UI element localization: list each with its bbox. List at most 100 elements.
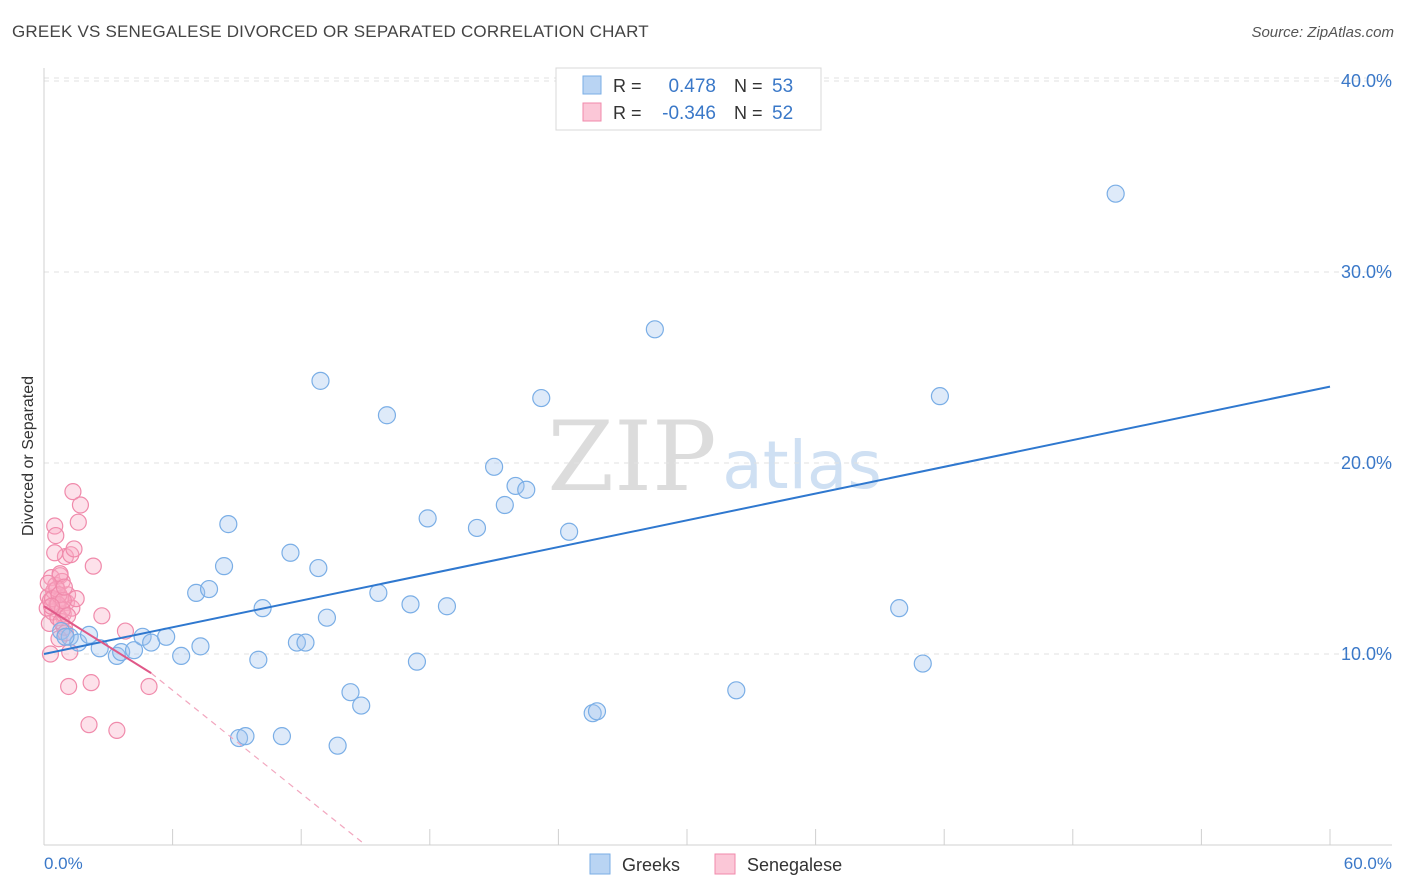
greeks-point-40 — [506, 476, 525, 496]
bottom-legend-senegalese-swatch — [714, 853, 736, 875]
senegalese-point-24 — [64, 483, 82, 501]
x-ticks — [43, 829, 1331, 845]
y-axis-label: Divorced or Separated — [20, 376, 37, 536]
legend-senegalese-r-label: R = — [613, 103, 642, 123]
greeks-point-14 — [199, 579, 219, 599]
greeks-point-51 — [1106, 184, 1125, 203]
greeks-point-49 — [913, 654, 932, 673]
senegalese-points — [38, 483, 158, 740]
correlation-legend: R = 0.478 N = 53 R = -0.346 N = 52 — [555, 67, 822, 131]
x-tick-label-max: 60.0% — [1344, 854, 1392, 873]
greeks-point-46 — [645, 320, 664, 339]
senegalese-point-51 — [42, 597, 61, 615]
bottom-legend-greeks-label: Greeks — [622, 855, 680, 875]
senegalese-point-50 — [39, 574, 57, 592]
gridlines — [44, 77, 1392, 655]
bottom-legend-greeks-swatch — [589, 853, 611, 875]
greeks-point-50 — [930, 387, 950, 406]
greeks-point-32 — [377, 406, 397, 425]
senegalese-point-30 — [82, 674, 100, 692]
senegalese-point-33 — [108, 721, 126, 740]
greeks-point-36 — [437, 597, 457, 616]
greeks-point-45 — [587, 702, 607, 721]
legend-senegalese-n-label: N = — [734, 103, 763, 123]
senegalese-point-20 — [60, 677, 78, 696]
legend-greeks-n-label: N = — [734, 76, 763, 96]
greeks-point-21 — [272, 727, 292, 746]
greeks-point-22 — [281, 543, 300, 562]
greeks-point-27 — [317, 608, 337, 627]
senegalese-point-32 — [93, 607, 111, 625]
greeks-point-41 — [517, 480, 536, 499]
chart-title: GREEK VS SENEGALESE DIVORCED OR SEPARATE… — [12, 22, 649, 41]
x-tick-labels: 0.0% 60.0% — [44, 854, 1392, 873]
greeks-point-42 — [532, 388, 551, 408]
y-tick-labels: 10.0% 20.0% 30.0% 40.0% — [1341, 71, 1392, 664]
legend-senegalese-swatch — [582, 102, 602, 122]
greeks-point-35 — [418, 509, 437, 528]
greeks-point-48 — [890, 599, 909, 618]
senegalese-point-34 — [116, 622, 135, 640]
bottom-legend-senegalese-label: Senegalese — [747, 855, 842, 875]
greeks-point-16 — [219, 515, 238, 534]
greeks-point-34 — [407, 652, 427, 671]
y-tick-label-20: 20.0% — [1341, 453, 1392, 473]
senegalese-point-25 — [65, 540, 83, 558]
senegalese-point-27 — [69, 513, 87, 531]
senegalese-point-31 — [84, 557, 102, 575]
greeks-point-13 — [191, 637, 210, 656]
greeks-point-29 — [341, 683, 360, 702]
watermark-zip: ZIP — [547, 401, 716, 513]
senegalese-trend-extension — [150, 672, 366, 846]
senegalese-point-43 — [51, 565, 69, 583]
greeks-trend-line — [43, 385, 1331, 655]
legend-greeks-r-label: R = — [613, 76, 642, 96]
legend-greeks-swatch — [582, 75, 602, 95]
axes — [43, 68, 1392, 846]
greeks-points — [52, 184, 1125, 755]
greeks-point-19 — [249, 650, 268, 669]
y-tick-label-30: 30.0% — [1341, 262, 1392, 282]
greeks-point-25 — [309, 558, 328, 578]
greeks-point-26 — [311, 371, 330, 390]
greeks-point-17 — [229, 728, 249, 748]
senegalese-point-35 — [140, 677, 158, 696]
y-tick-label-10: 10.0% — [1341, 644, 1392, 664]
trend-lines — [43, 385, 1331, 846]
greeks-point-30 — [352, 696, 371, 715]
greeks-point-11 — [172, 646, 191, 666]
greeks-point-28 — [328, 736, 347, 755]
legend-senegalese-r-value: -0.346 — [662, 103, 716, 124]
legend-greeks-n-value: 53 — [772, 76, 793, 97]
senegalese-point-26 — [67, 590, 85, 608]
greeks-point-47 — [727, 681, 746, 700]
watermark-atlas: atlas — [722, 427, 882, 504]
greeks-point-43 — [560, 522, 579, 541]
greeks-point-15 — [214, 557, 234, 576]
x-tick-label-min: 0.0% — [44, 854, 83, 873]
greeks-point-31 — [369, 583, 388, 602]
greeks-point-10 — [157, 627, 176, 646]
senegalese-point-47 — [55, 578, 73, 596]
legend-senegalese-n-value: 52 — [772, 103, 793, 124]
watermark: ZIP atlas — [547, 401, 881, 513]
senegalese-point-36 — [41, 645, 60, 663]
greeks-point-24 — [296, 633, 315, 652]
senegalese-trend-line — [43, 605, 152, 674]
senegalese-point-38 — [46, 544, 64, 562]
series-legend: Greeks Senegalese — [589, 853, 842, 875]
greeks-point-37 — [467, 518, 487, 538]
senegalese-point-39 — [47, 526, 65, 545]
y-tick-label-40: 40.0% — [1341, 71, 1392, 91]
legend-greeks-r-value: 0.478 — [668, 76, 716, 97]
greeks-point-39 — [495, 495, 514, 515]
source-label: Source: ZipAtlas.com — [1251, 24, 1394, 41]
senegalese-point-29 — [80, 716, 98, 734]
greeks-point-33 — [401, 595, 420, 614]
greeks-point-18 — [236, 727, 255, 746]
senegalese-point-28 — [71, 496, 90, 514]
greeks-point-38 — [485, 457, 504, 476]
greeks-point-7 — [124, 641, 144, 660]
greeks-point-52 — [56, 627, 75, 646]
